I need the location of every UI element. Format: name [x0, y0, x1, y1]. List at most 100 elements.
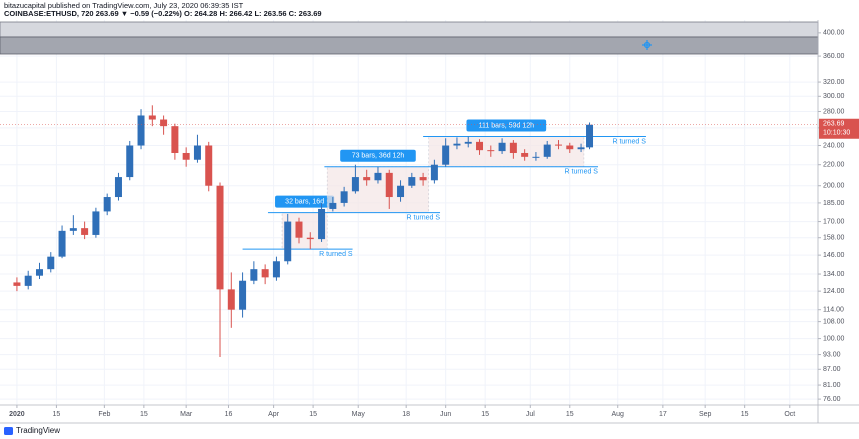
candle-body: [577, 147, 585, 150]
candle-body: [306, 237, 314, 240]
y-tick-label: 108.00: [823, 318, 845, 325]
x-tick-label: 15: [309, 411, 317, 418]
x-tick-label: Feb: [98, 411, 110, 418]
grid: [0, 20, 818, 405]
brand-logo: [4, 427, 13, 435]
candle-body: [340, 191, 348, 203]
author-line: bitazucapital published on TradingView.c…: [4, 1, 244, 10]
level-label: R turned S: [565, 169, 599, 176]
candle-body: [543, 144, 551, 157]
x-tick-label: 15: [741, 411, 749, 418]
candle-body: [487, 150, 495, 152]
y-tick-label: 185.00: [823, 200, 845, 207]
y-tick-label: 87.00: [823, 366, 841, 373]
x-tick-label: Sep: [699, 411, 712, 418]
y-tick-label: 158.00: [823, 235, 845, 242]
range-label-bg: [275, 195, 335, 208]
candle-body: [261, 269, 269, 278]
candle-body: [35, 269, 43, 276]
candle-body: [148, 115, 156, 120]
x-tick-label: 2020: [9, 411, 25, 418]
candle-body: [464, 141, 472, 144]
plot: 32 bars, 16d 73 bars, 36d 12h 111 bars, 59…: [13, 105, 646, 357]
x-tick-label: Aug: [611, 411, 624, 418]
x-tick-label: Mar: [180, 411, 193, 418]
candle-body: [509, 142, 517, 153]
y-tick-label: 93.00: [823, 351, 841, 358]
brand: TradingView: [16, 426, 60, 435]
candle-body: [160, 119, 168, 127]
candle-body: [13, 282, 21, 286]
candle-body: [385, 172, 393, 198]
candle-body: [227, 289, 235, 310]
y-tick-label: 81.00: [823, 382, 841, 389]
candle-body: [239, 280, 247, 310]
level-label: R turned S: [407, 215, 441, 222]
last-price-bg: [819, 118, 859, 139]
last-price-label: 263.69: [823, 121, 845, 128]
candle-body: [126, 145, 134, 178]
y-tick-label: 146.00: [823, 252, 845, 259]
candle-body: [114, 177, 122, 198]
candle-body: [521, 152, 529, 157]
candle-body: [408, 177, 416, 186]
x-tick-label: 15: [140, 411, 148, 418]
candle-body: [430, 164, 438, 181]
symbol-line: COINBASE:ETHUSD, 720 263.69 ▼ −0.59 (−0.…: [4, 9, 322, 18]
candle-body: [566, 145, 574, 150]
y-tick-label: 240.00: [823, 142, 845, 149]
x-tick-label: Jul: [526, 411, 535, 418]
range-label-bg: [340, 149, 416, 162]
candle-body: [92, 211, 100, 235]
candle-body: [205, 145, 213, 186]
x-tick-label: 17: [659, 411, 667, 418]
y-tick-label: 114.00: [823, 307, 844, 314]
y-tick-label: 200.00: [823, 183, 845, 190]
candle-body: [24, 275, 32, 286]
candle-body: [295, 221, 303, 238]
y-tick-label: 220.00: [823, 162, 845, 169]
range-label: 111 bars, 59d 12h: [479, 122, 535, 129]
candle-body: [216, 185, 224, 290]
candle-body: [329, 202, 337, 209]
candle-body: [81, 228, 89, 235]
crosshair-icon: [642, 40, 652, 50]
y-tick-label: 360.00: [823, 53, 845, 60]
range-box: [428, 136, 585, 168]
x-tick-label: 16: [225, 411, 233, 418]
x-tick-label: Jun: [440, 411, 451, 418]
candle-body: [442, 145, 450, 165]
x-tick-label: 15: [566, 411, 574, 418]
candle-body: [586, 124, 594, 148]
y-tick-label: 400.00: [823, 30, 845, 37]
y-tick-label: 320.00: [823, 79, 845, 86]
y-tick-label: 76.00: [823, 396, 841, 403]
candle-body: [397, 185, 405, 198]
candle-body: [69, 228, 77, 231]
x-tick-label: 15: [53, 411, 61, 418]
x-tick-label: 18: [402, 411, 410, 418]
candle-body: [476, 141, 484, 151]
countdown-label: 10:10:30: [823, 130, 850, 137]
level-label: R turned S: [319, 251, 353, 258]
candle-body: [58, 230, 66, 257]
candle-body: [363, 177, 371, 181]
level-label: R turned S: [612, 138, 646, 145]
candle-body: [284, 221, 292, 262]
y-tick-label: 100.00: [823, 335, 845, 342]
x-tick-label: Oct: [784, 411, 795, 418]
candle-body: [532, 156, 540, 158]
candle-body: [351, 177, 359, 192]
y-tick-label: 170.00: [823, 218, 845, 225]
range-label: 32 bars, 16d: [285, 199, 324, 206]
y-tick-label: 280.00: [823, 108, 845, 115]
candle-body: [250, 269, 258, 281]
candle-body: [554, 144, 562, 146]
y-tick-label: 124.00: [823, 288, 845, 295]
candle-body: [103, 197, 111, 212]
candle-body: [374, 172, 382, 181]
candle-body: [171, 126, 179, 153]
zone-light: [0, 21, 819, 38]
